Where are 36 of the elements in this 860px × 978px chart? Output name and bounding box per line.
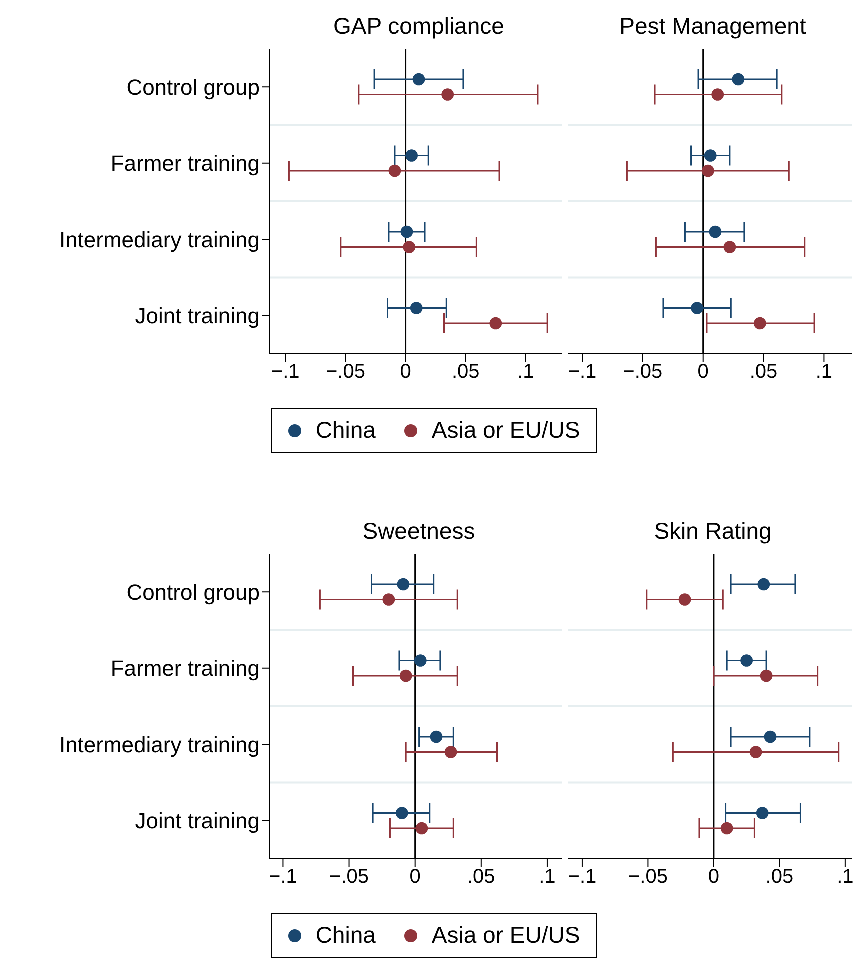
- x-tick-label: −.1: [568, 866, 597, 888]
- x-tick-label: 0: [410, 866, 421, 888]
- x-tick-label: .1: [816, 361, 833, 384]
- chart-title: Skin Rating: [653, 517, 773, 546]
- y-tick-label: Intermediary training: [59, 227, 260, 252]
- x-tick-label: .05: [766, 866, 794, 888]
- legend-label: China: [316, 417, 376, 444]
- y-tick-label: Farmer training: [110, 151, 260, 176]
- x-tick-label: 0: [708, 866, 720, 888]
- x-tick-label: −.05: [623, 361, 663, 384]
- y-tick-label: Control group: [126, 74, 260, 100]
- x-tick-label: .1: [539, 866, 556, 888]
- legend-label: Asia or EU/US: [432, 922, 580, 949]
- chart-title: Pest Management: [618, 12, 808, 41]
- x-tick-label: .05: [750, 361, 778, 384]
- y-tick-label: Intermediary training: [59, 732, 260, 758]
- x-tick-label: −.1: [568, 361, 597, 384]
- x-tick-label: .1: [837, 866, 854, 888]
- x-tick-label: −.05: [326, 361, 366, 384]
- legend-label: Asia or EU/US: [432, 417, 580, 444]
- x-tick-label: −.05: [628, 866, 668, 888]
- x-tick-label: .05: [467, 866, 496, 888]
- chart-title: GAP compliance: [332, 12, 506, 41]
- x-tick-label: −.1: [269, 866, 298, 888]
- chart-title: Sweetness: [362, 517, 476, 546]
- y-tick-label: Joint training: [135, 304, 260, 329]
- x-tick-label: 0: [400, 361, 412, 384]
- x-tick-label: .1: [518, 361, 534, 384]
- y-tick-label: Farmer training: [110, 656, 260, 682]
- x-tick-label: −.05: [330, 866, 370, 888]
- x-tick-label: .05: [452, 361, 480, 384]
- y-tick-label: Control group: [126, 580, 260, 605]
- x-tick-label: 0: [698, 361, 709, 384]
- x-tick-label: −.1: [271, 361, 300, 384]
- y-tick-label: Joint training: [135, 808, 260, 834]
- legend-label: China: [316, 922, 376, 949]
